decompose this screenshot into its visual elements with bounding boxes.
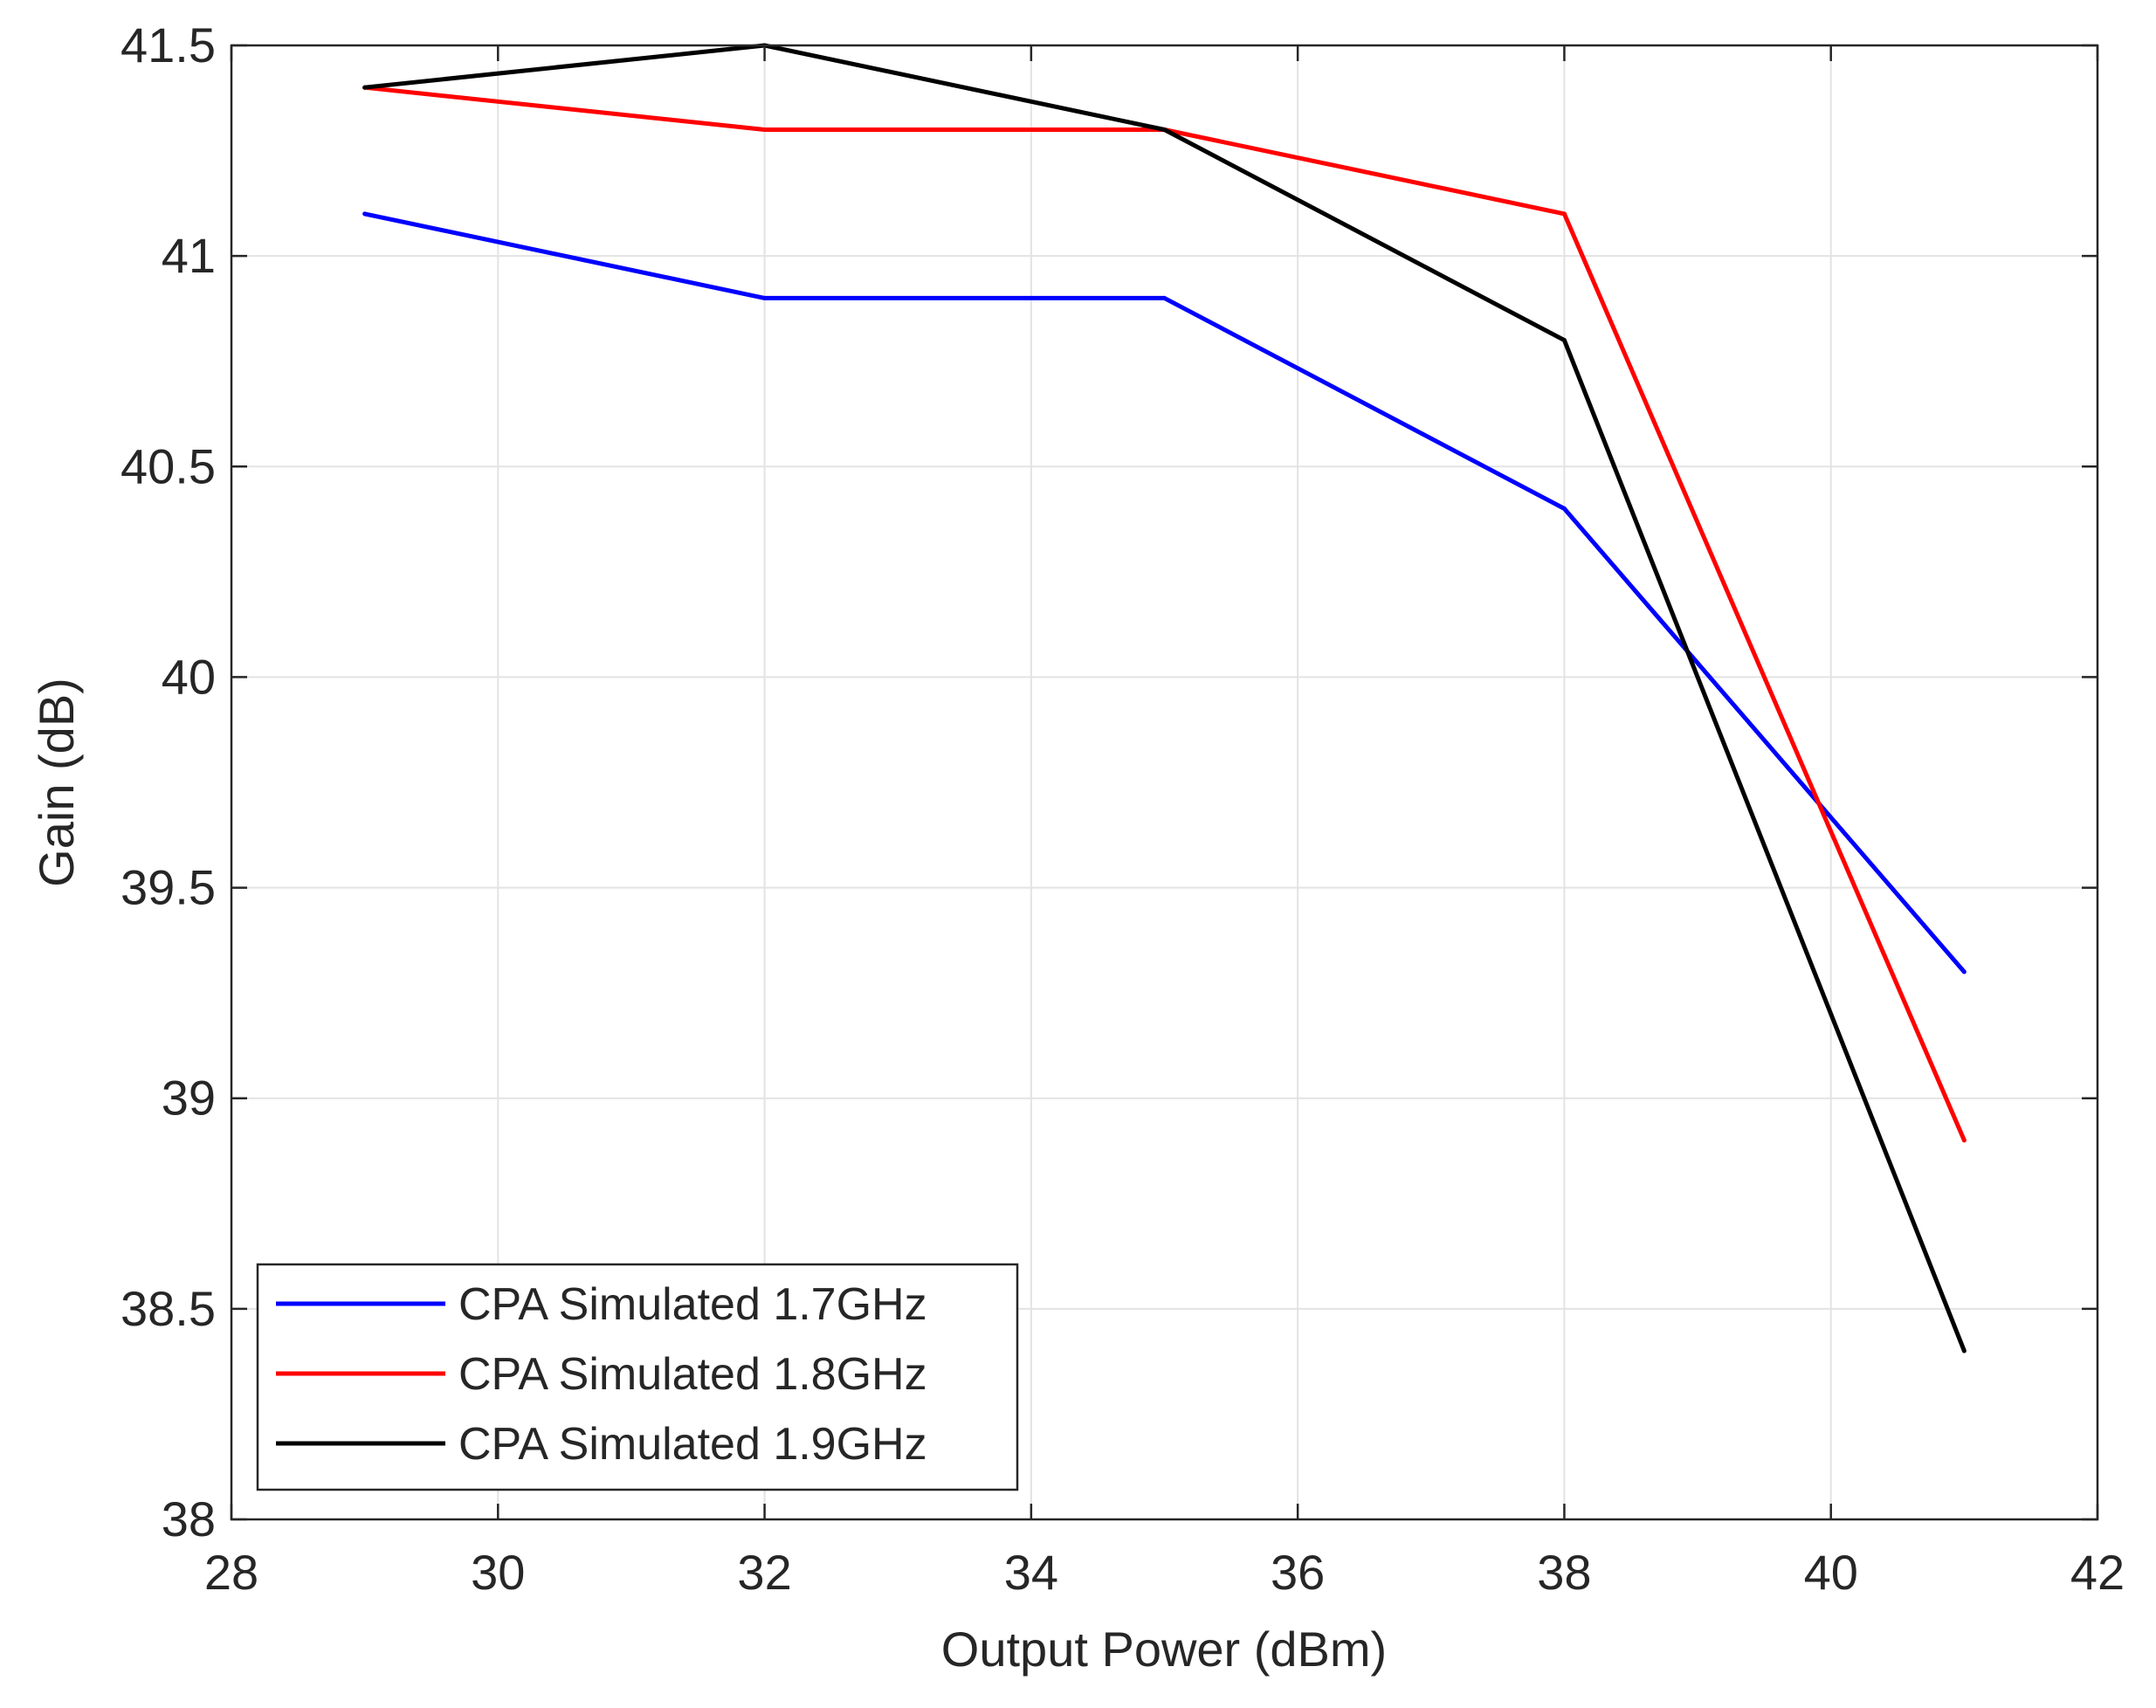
x-tick-label: 40 bbox=[1804, 1545, 1858, 1600]
legend-label-1.9ghz: CPA Simulated 1.9GHz bbox=[458, 1419, 927, 1470]
data-point bbox=[762, 295, 768, 300]
y-tick-label: 41.5 bbox=[121, 17, 216, 72]
data-point bbox=[1162, 295, 1167, 300]
x-tick-label: 42 bbox=[2070, 1545, 2125, 1600]
legend-label-1.8ghz: CPA Simulated 1.8GHz bbox=[458, 1349, 927, 1400]
series-layer bbox=[362, 43, 1967, 1353]
x-tick-label: 38 bbox=[1537, 1545, 1591, 1600]
x-tick-label: 32 bbox=[737, 1545, 791, 1600]
data-point bbox=[1961, 1138, 1967, 1143]
x-tick-label: 30 bbox=[471, 1545, 525, 1600]
data-point bbox=[362, 211, 368, 217]
y-tick-label: 40 bbox=[162, 649, 216, 704]
x-tick-label: 34 bbox=[1004, 1545, 1058, 1600]
data-point bbox=[1162, 127, 1167, 132]
data-point bbox=[362, 85, 368, 90]
data-point bbox=[1561, 506, 1567, 512]
data-point bbox=[1961, 969, 1967, 975]
grid-layer bbox=[231, 45, 2097, 1519]
tick-layer: 28 30 32 34 36 38 40 42 38 38.5 39 39.5 40 40.5 41 41.5 bbox=[121, 17, 2125, 1600]
legend: CPA Simulated 1.7GHz CPA Simulated 1.8GH… bbox=[256, 1263, 1019, 1491]
x-axis-label: Output Power (dBm) bbox=[941, 1622, 1387, 1677]
y-tick-label: 40.5 bbox=[121, 438, 216, 493]
data-point bbox=[1561, 211, 1567, 217]
data-point bbox=[1961, 1348, 1967, 1353]
x-tick-label: 36 bbox=[1271, 1545, 1325, 1600]
y-axis-label: Gain (dB) bbox=[29, 678, 84, 887]
axes-box bbox=[230, 44, 2099, 1521]
x-tick-label: 28 bbox=[204, 1545, 258, 1600]
y-tick-label: 39.5 bbox=[121, 860, 216, 915]
legend-label-1.7ghz: CPA Simulated 1.7GHz bbox=[458, 1279, 927, 1330]
y-tick-label: 39 bbox=[162, 1071, 216, 1126]
data-point bbox=[1561, 338, 1567, 343]
y-tick-label: 38 bbox=[162, 1491, 216, 1546]
y-tick-label: 38.5 bbox=[121, 1281, 216, 1336]
data-point bbox=[762, 127, 768, 132]
y-tick-label: 41 bbox=[162, 228, 216, 283]
